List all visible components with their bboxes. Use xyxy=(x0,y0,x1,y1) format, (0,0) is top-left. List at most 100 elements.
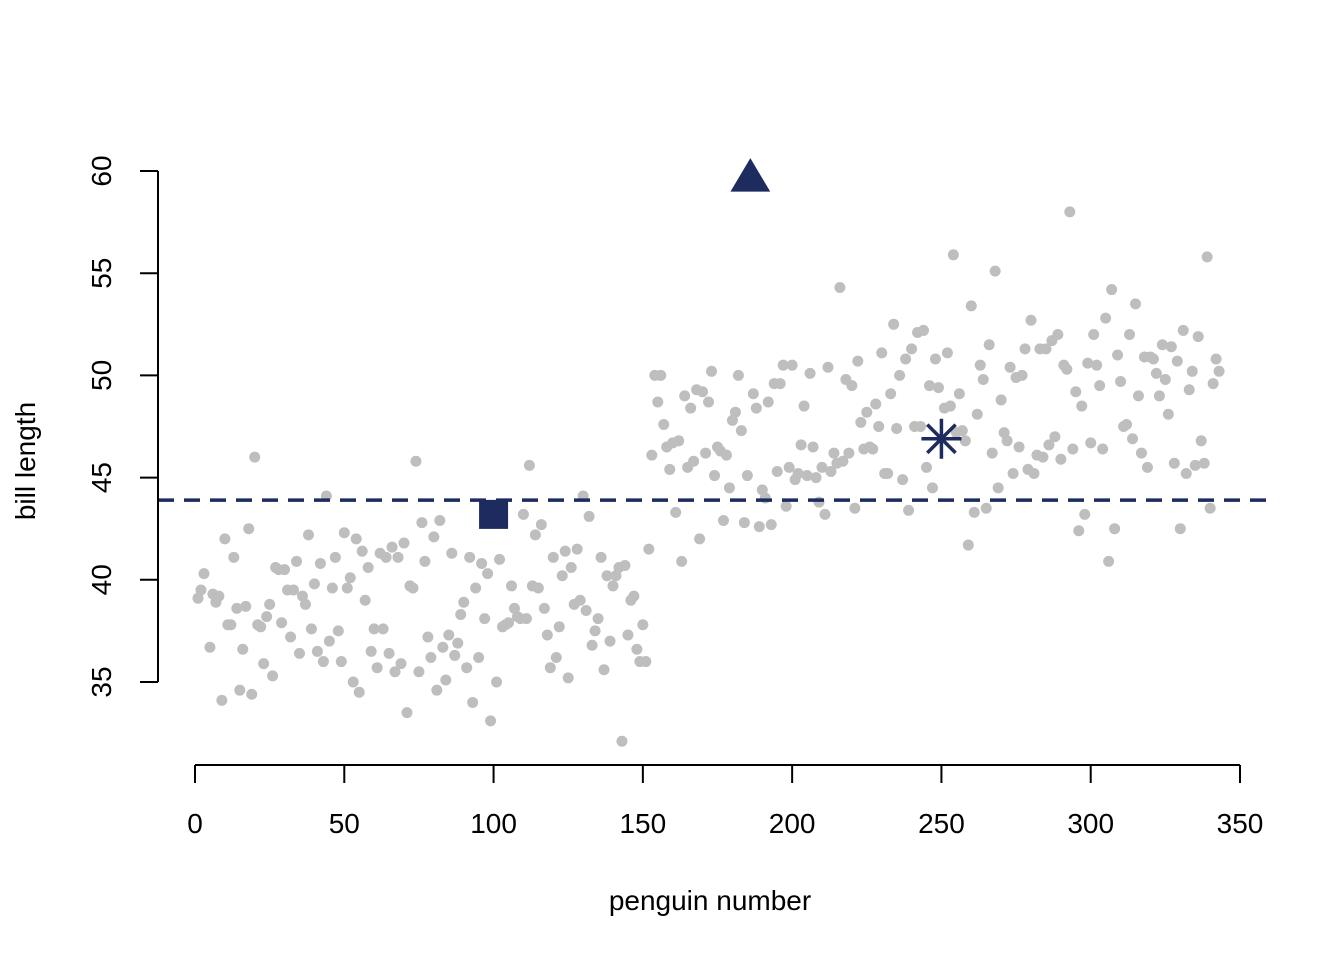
data-point xyxy=(1201,251,1213,263)
data-point xyxy=(458,596,470,608)
data-point xyxy=(980,502,992,514)
data-point xyxy=(1130,298,1141,310)
highlighted-points xyxy=(479,158,962,529)
data-point xyxy=(350,533,362,545)
data-point xyxy=(962,539,974,551)
data-point xyxy=(843,447,855,459)
data-point xyxy=(485,715,497,727)
data-point xyxy=(1082,357,1094,369)
data-point xyxy=(876,347,888,359)
data-point xyxy=(932,382,944,394)
data-point xyxy=(619,559,631,571)
data-point xyxy=(652,396,664,408)
data-point xyxy=(900,353,912,365)
data-point xyxy=(1147,353,1159,365)
y-tick-label: 45 xyxy=(86,462,117,493)
data-point xyxy=(622,629,634,641)
data-point xyxy=(968,506,980,518)
data-point xyxy=(410,455,422,467)
data-point xyxy=(1183,384,1195,396)
y-tick-label: 60 xyxy=(86,155,117,186)
x-tick-label: 200 xyxy=(769,808,816,839)
data-point xyxy=(299,598,311,610)
data-point xyxy=(431,684,443,696)
data-point xyxy=(583,510,595,522)
data-point xyxy=(1204,502,1216,514)
data-point xyxy=(467,696,479,708)
data-point xyxy=(1061,363,1073,375)
data-point xyxy=(503,617,514,629)
data-point xyxy=(729,406,741,418)
data-point xyxy=(1067,443,1079,455)
data-point xyxy=(1124,329,1136,341)
data-point xyxy=(407,582,419,594)
data-point xyxy=(631,643,643,655)
data-point xyxy=(732,369,744,381)
data-point xyxy=(918,324,930,336)
x-tick-label: 50 xyxy=(329,808,360,839)
data-point xyxy=(234,684,246,696)
data-point xyxy=(926,482,938,494)
data-point xyxy=(398,537,410,549)
data-point xyxy=(1112,349,1124,361)
data-point xyxy=(1141,461,1153,473)
data-point xyxy=(592,613,604,625)
data-point xyxy=(243,523,255,535)
x-tick-label: 150 xyxy=(619,808,666,839)
data-point xyxy=(323,635,335,647)
x-tick-label: 0 xyxy=(187,808,203,839)
data-point xyxy=(377,623,389,635)
data-point xyxy=(819,508,831,520)
data-point xyxy=(717,515,729,527)
data-point xyxy=(664,463,676,475)
data-point xyxy=(383,647,395,659)
data-point xyxy=(371,662,383,674)
data-point xyxy=(700,447,712,459)
data-point xyxy=(673,435,685,447)
highlight-square-marker xyxy=(479,499,509,529)
data-point xyxy=(1001,435,1013,447)
data-point xyxy=(870,398,882,410)
data-point xyxy=(801,470,813,482)
data-point xyxy=(1127,433,1139,445)
data-point xyxy=(598,664,610,676)
y-tick-label: 40 xyxy=(86,564,117,595)
data-point xyxy=(915,421,927,432)
data-point xyxy=(225,619,237,631)
data-point xyxy=(810,472,822,484)
data-point xyxy=(735,425,747,437)
data-point xyxy=(616,735,628,747)
data-point xyxy=(1004,361,1016,373)
x-axis-title: penguin number xyxy=(609,885,811,916)
data-point xyxy=(989,265,1001,277)
data-point xyxy=(783,461,795,473)
data-point xyxy=(559,545,571,557)
data-point xyxy=(470,582,482,594)
data-point xyxy=(332,625,344,637)
data-point xyxy=(1106,284,1118,296)
data-point xyxy=(891,423,903,435)
data-point xyxy=(505,580,517,592)
data-point xyxy=(1192,331,1204,343)
data-point xyxy=(852,355,864,367)
data-point xyxy=(903,504,915,516)
data-point xyxy=(580,604,592,616)
data-point xyxy=(762,396,774,408)
data-point xyxy=(1016,369,1028,381)
data-point xyxy=(240,600,252,612)
data-point xyxy=(362,562,374,574)
data-point xyxy=(959,435,971,447)
data-point xyxy=(401,707,413,719)
data-point xyxy=(264,598,276,610)
data-point xyxy=(771,465,783,477)
data-point xyxy=(1043,439,1055,451)
data-point xyxy=(428,531,440,543)
data-point xyxy=(828,447,840,459)
data-point xyxy=(670,506,682,518)
y-tick-label: 35 xyxy=(86,666,117,697)
data-point xyxy=(601,570,613,582)
highlight-asterisk-marker xyxy=(921,418,962,459)
data-point xyxy=(867,443,879,455)
data-point xyxy=(1037,451,1049,463)
